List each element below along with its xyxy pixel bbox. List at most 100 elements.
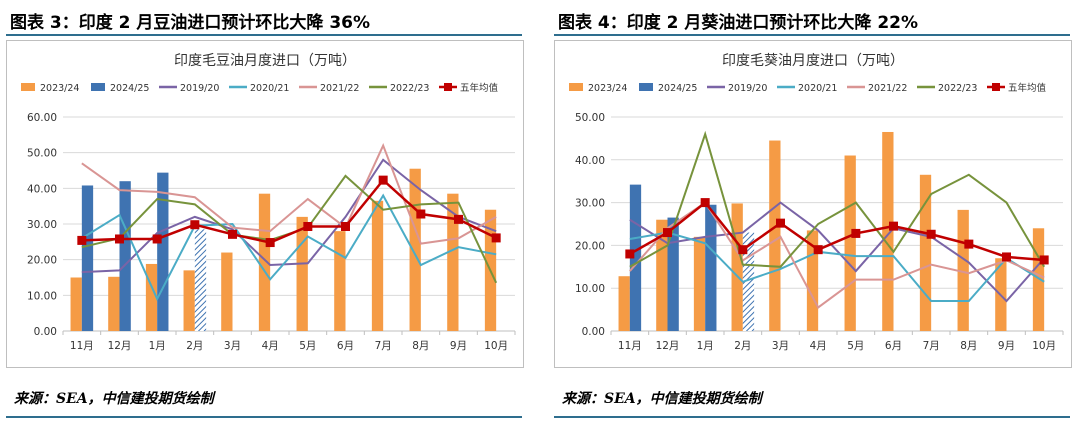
average-marker-10月 — [1039, 255, 1049, 265]
line-2020-21 — [81, 193, 497, 302]
line-2021-22 — [629, 201, 1045, 309]
average-marker-6月 — [341, 221, 350, 231]
legend-label: 2022/23 — [390, 83, 429, 94]
figure-4-title: 图表 4：印度 2 月葵油进口预计环比大降 22% — [558, 13, 919, 33]
legend-swatch-2024-25 — [91, 83, 105, 91]
average-marker-11月 — [625, 249, 635, 259]
line-2019-20 — [629, 201, 1045, 303]
legend: 2023/24 2024/25 2019/20 2020/21 2021/22 2022/… — [21, 82, 499, 94]
y-tick-label: 60.00 — [27, 112, 57, 124]
bar-2023-24-11月 — [70, 277, 82, 331]
x-tick-label: 6月 — [885, 340, 902, 352]
y-tick-label: 30.00 — [575, 198, 605, 210]
y-tick-label: 0.00 — [582, 326, 605, 338]
figure-4-chart: 印度毛葵油月度进口（万吨） 2023/24 2024/25 2019/20 2020/2… — [554, 40, 1072, 368]
legend-marker-average — [444, 83, 452, 91]
x-tick-label: 7月 — [923, 340, 940, 352]
bar-2023-24-8月 — [409, 168, 421, 331]
gridlines — [63, 116, 515, 296]
bar-2023-24-5月 — [844, 155, 856, 331]
bar-2023-24-4月 — [258, 193, 271, 331]
bar-2023-24-1月 — [145, 263, 158, 331]
figure-3-title: 图表 3：印度 2 月豆油进口预计环比大降 36% — [10, 13, 371, 33]
bar-2023-24-10月 — [1032, 228, 1045, 331]
x-tick-label: 8月 — [412, 340, 429, 352]
bar-2023-24-9月 — [447, 193, 459, 331]
average-marker-12月 — [115, 234, 124, 244]
y-tick-label: 0.00 — [34, 326, 57, 338]
line-five-year-average — [81, 178, 497, 244]
x-tick-label: 11月 — [618, 340, 642, 352]
chart-title: 印度毛葵油月度进口（万吨） — [722, 53, 904, 69]
average-marker-7月 — [378, 175, 388, 185]
figure-3-title-rule — [6, 34, 522, 36]
gridlines — [611, 116, 1063, 289]
legend-label: 2024/25 — [110, 83, 149, 94]
x-tick-label: 1月 — [697, 340, 714, 352]
figure-4: 图表 4：印度 2 月葵油进口预计环比大降 22% 印度毛葵油月度进口（万吨） 2… — [548, 0, 1080, 422]
average-marker-8月 — [964, 239, 974, 249]
average-marker-1月 — [152, 234, 162, 244]
y-tick-label: 10.00 — [575, 283, 605, 295]
average-marker-5月 — [851, 228, 861, 238]
legend-swatch-2023-24 — [569, 83, 583, 91]
average-marker-4月 — [265, 238, 275, 248]
figure-3: 图表 3：印度 2 月豆油进口预计环比大降 36% 印度毛豆油月度进口（万吨） 2… — [0, 0, 532, 422]
average-marker-12月 — [663, 228, 672, 238]
figure-4-source: 来源：SEA，中信建投期货绘制 — [562, 391, 762, 407]
y-tick-label: 10.00 — [27, 290, 57, 302]
x-tick-label: 12月 — [656, 340, 680, 352]
average-marker-7月 — [926, 229, 936, 239]
bar-2023-24-3月 — [221, 252, 233, 331]
y-tick-label: 50.00 — [27, 148, 57, 160]
x-tick-label: 11月 — [70, 340, 94, 352]
average-marker-2月 — [738, 245, 748, 255]
bars — [618, 131, 1045, 331]
y-tick-label: 50.00 — [575, 112, 605, 124]
bar-2023-24-2月 — [731, 203, 743, 331]
bar-2024-25-12月 — [119, 181, 131, 331]
legend-label: 2022/23 — [938, 83, 977, 94]
bar-2024-25-2月 — [742, 232, 755, 331]
y-tick-label: 20.00 — [575, 240, 605, 252]
bar-2024-25-2月 — [194, 229, 207, 331]
legend-label: 2020/21 — [798, 83, 837, 94]
average-marker-9月 — [1002, 252, 1011, 262]
lines — [625, 130, 1049, 309]
legend-label: 2020/21 — [250, 83, 289, 94]
legend-label: 五年均值 — [460, 82, 499, 94]
average-marker-5月 — [303, 221, 313, 231]
x-tick-label: 12月 — [108, 340, 132, 352]
bar-2023-24-6月 — [334, 231, 346, 331]
legend-swatch-2024-25 — [639, 83, 653, 91]
legend-label: 2019/20 — [728, 83, 767, 94]
average-marker-3月 — [776, 218, 785, 228]
bar-2023-24-2月 — [183, 270, 195, 331]
bar-2024-25-11月 — [81, 185, 94, 331]
average-marker-10月 — [491, 233, 501, 243]
x-tick-label: 2月 — [734, 340, 751, 352]
figure-4-title-rule — [554, 34, 1070, 36]
bar-2024-25-12月 — [667, 217, 679, 331]
bar-2024-25-11月 — [629, 184, 642, 331]
x-tick-label: 9月 — [450, 340, 467, 352]
y-tick-label: 40.00 — [27, 183, 57, 195]
average-marker-1月 — [700, 198, 710, 208]
line-2020-21 — [629, 231, 1045, 303]
average-marker-6月 — [889, 221, 898, 231]
figure-4-bottom-rule — [554, 416, 1070, 418]
average-marker-9月 — [454, 214, 463, 224]
bar-2023-24-7月 — [919, 174, 932, 331]
bar-2023-24-7月 — [371, 200, 384, 331]
figure-3-chart: 印度毛豆油月度进口（万吨） 2023/24 2024/25 2019/20 2020/2… — [6, 40, 524, 368]
legend-marker-average — [992, 83, 1000, 91]
x-tick-label: 6月 — [337, 340, 354, 352]
figure-3-source: 来源：SEA，中信建投期货绘制 — [14, 391, 214, 407]
legend-label: 2021/22 — [868, 83, 907, 94]
average-marker-4月 — [813, 245, 823, 255]
x-tick-label: 5月 — [847, 340, 864, 352]
figure-3-bottom-rule — [6, 416, 522, 418]
soybean-oil-chart-svg: 印度毛豆油月度进口（万吨） 2023/24 2024/25 2019/20 2020/2… — [21, 53, 516, 352]
bar-2023-24-12月 — [108, 276, 120, 331]
y-tick-label: 40.00 — [575, 155, 605, 167]
